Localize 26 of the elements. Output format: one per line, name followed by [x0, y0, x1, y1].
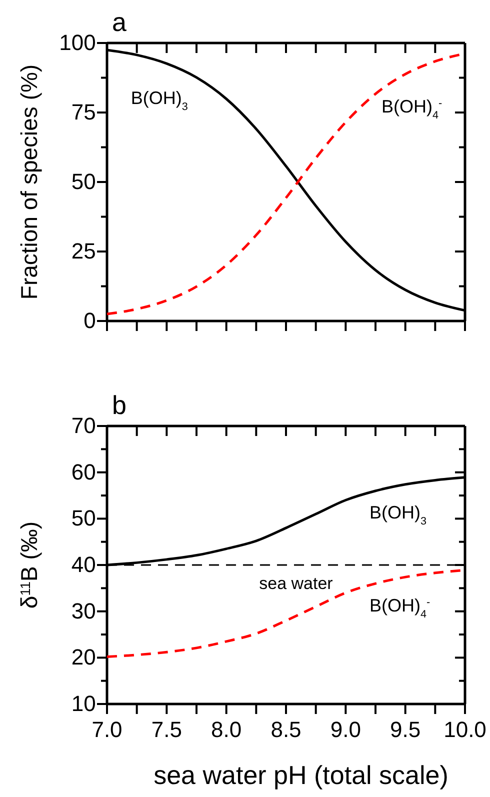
- x-tick-label: 8.5: [270, 717, 302, 742]
- y-tick-label: 40: [71, 552, 96, 578]
- y-tick-label: 20: [71, 644, 96, 670]
- y-tick-label: 10: [71, 691, 96, 716]
- annotation: B(OH)$_{3}$: [370, 502, 427, 528]
- x-tick-label: 9.5: [390, 717, 421, 742]
- y-axis-title: Fraction of species (%): [16, 64, 42, 300]
- x-tick-label: 7.5: [151, 717, 182, 742]
- x-tick-label: 10.0: [444, 717, 486, 742]
- y-tick-label: 70: [71, 413, 96, 438]
- x-tick-label: 8.0: [211, 717, 242, 742]
- y-tick-label: 50: [71, 506, 96, 531]
- chart-title: a: [112, 7, 127, 37]
- y-tick-label: 60: [71, 459, 96, 484]
- x-tick-label: 9.0: [330, 717, 361, 742]
- chart-title: b: [112, 390, 126, 420]
- y-tick-label: 50: [71, 169, 96, 194]
- y-tick-label: 75: [71, 100, 96, 125]
- x-tick-label: 7.0: [92, 717, 122, 742]
- y-tick-label: 25: [71, 238, 96, 264]
- y-tick-label: 0: [84, 308, 96, 334]
- y-tick-label: 30: [71, 598, 96, 624]
- annotation: B(OH)$_{3}$: [130, 88, 188, 114]
- ref-line-label: sea water: [259, 574, 334, 593]
- x-axis-title: sea water pH (total scale): [154, 760, 448, 790]
- y-tick-label: 100: [59, 30, 96, 56]
